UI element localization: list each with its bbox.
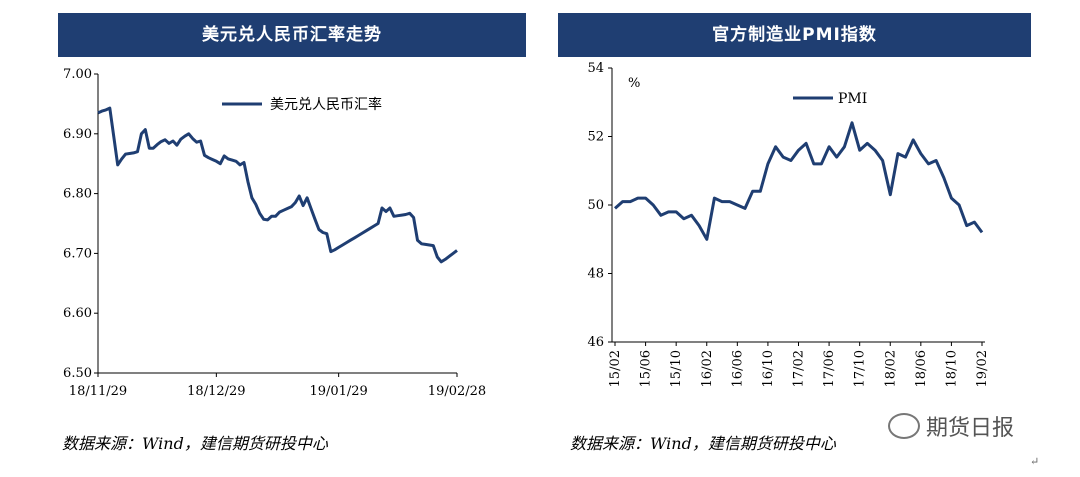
exchange-y-tick-label: 6.50: [63, 366, 92, 381]
return-mark: ↵: [1030, 455, 1040, 468]
wechat-icon: [888, 413, 920, 439]
pmi-x-tick-label: 17/06: [822, 350, 837, 387]
pmi-chart-title: 官方制造业PMI指数: [558, 13, 1031, 57]
pmi-x-tick-label: 18/06: [914, 350, 929, 387]
pmi-series-line: [613, 121, 984, 241]
exchange-x-tick-label: 19/01/29: [309, 384, 367, 399]
exchange-y-tick-label: 7.00: [63, 67, 92, 82]
pmi-y-tick-label: 50: [587, 198, 604, 213]
watermark-text: 期货日报: [926, 416, 1015, 441]
pmi-x-tick-label: 18/02: [883, 350, 898, 387]
pmi-x-tick-label: 16/10: [761, 350, 776, 387]
pmi-source-note: 数据来源：Wind，建信期货研投中心: [570, 434, 836, 453]
exchange-rate-source-note: 数据来源：Wind，建信期货研投中心: [62, 434, 328, 453]
exchange-y-tick-label: 6.90: [63, 127, 92, 142]
pmi-x-tick-label: 15/02: [608, 350, 623, 387]
exchange-y-tick-label: 6.80: [63, 187, 92, 202]
exchange-x-tick-label: 18/12/29: [187, 384, 245, 399]
pmi-x-tick-label: 19/02: [975, 350, 990, 387]
exchange-x-tick-label: 18/11/29: [69, 384, 127, 399]
pmi-y-tick-label: 52: [587, 130, 604, 145]
pmi-x-tick-label: 18/10: [944, 350, 959, 387]
exchange-y-tick-label: 6.70: [63, 246, 92, 261]
pmi-y-tick-label: 54: [587, 61, 604, 76]
exchange-rate-series-line: [97, 106, 458, 264]
exchange-legend-label: 美元兑人民币汇率: [270, 96, 382, 113]
pmi-x-tick-label: 17/10: [853, 350, 868, 387]
exchange-y-tick-label: 6.60: [63, 306, 92, 321]
pmi-y-tick-label: 46: [587, 335, 604, 350]
pmi-x-tick-label: 17/02: [792, 350, 807, 387]
pmi-x-tick-label: 15/06: [639, 350, 654, 387]
pmi-x-tick-label: 16/06: [730, 350, 745, 387]
pmi-y-tick-label: 48: [587, 267, 604, 282]
exchange-x-tick-label: 19/02/28: [428, 384, 486, 399]
watermark: 期货日报: [888, 410, 1014, 442]
exchange-rate-chart-title: 美元兑人民币汇率走势: [58, 13, 526, 57]
pmi-x-tick-label: 15/10: [669, 350, 684, 387]
pmi-y-unit-label: %: [628, 76, 640, 91]
pmi-legend-label: PMI: [838, 91, 867, 107]
pmi-x-tick-label: 16/02: [700, 350, 715, 387]
